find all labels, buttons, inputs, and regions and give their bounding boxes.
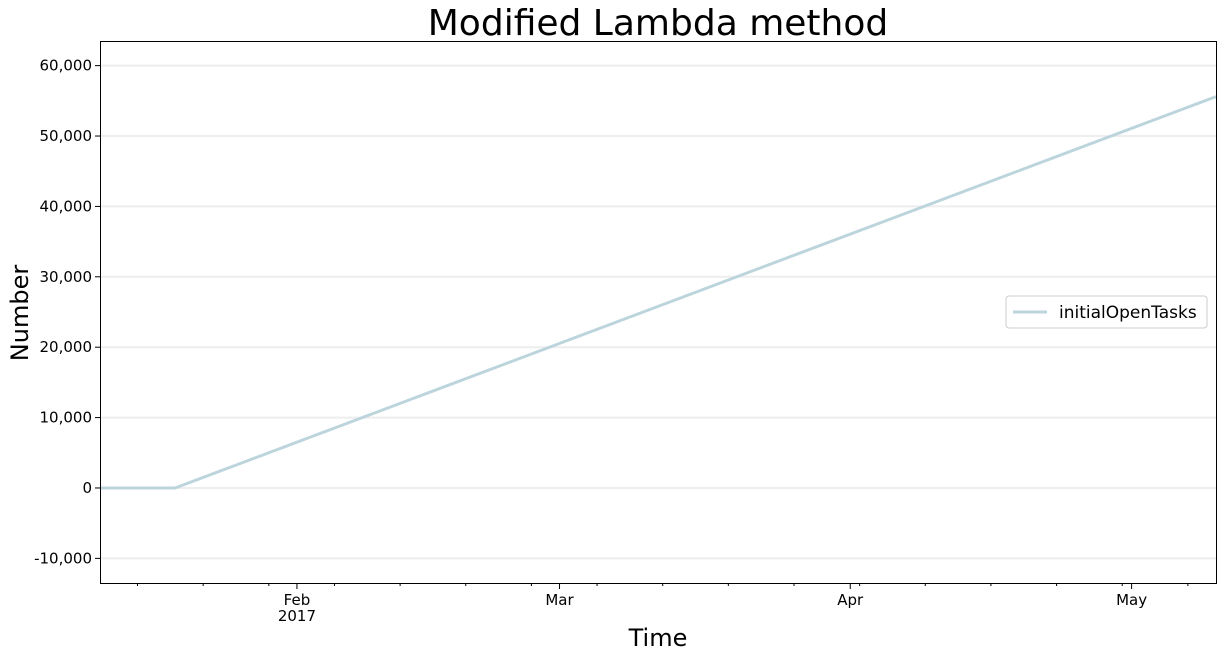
y-tick-label: -10,000 xyxy=(34,549,92,567)
x-tick-label: May xyxy=(1116,591,1147,609)
series-line-initialOpenTasks xyxy=(100,95,1217,490)
legend-label: initialOpenTasks xyxy=(1059,303,1197,323)
x-tick-label: Apr xyxy=(837,591,864,609)
y-tick-label: 30,000 xyxy=(40,268,93,286)
y-tick-label: 60,000 xyxy=(40,57,93,75)
series-lines xyxy=(100,95,1217,490)
x-tick-sublabel: 2017 xyxy=(278,607,316,625)
x-tick-label: Mar xyxy=(545,591,574,609)
chart-title: Modified Lambda method xyxy=(428,3,888,44)
y-tick-label: 0 xyxy=(82,479,92,497)
y-axis-label: Number xyxy=(6,265,34,362)
x-axis-label: Time xyxy=(628,624,688,652)
y-tick-label: 50,000 xyxy=(40,127,93,145)
x-tick-label: Feb xyxy=(284,591,311,609)
y-tick-label: 10,000 xyxy=(40,409,93,427)
legend-box xyxy=(1005,295,1208,329)
y-tick-label: 40,000 xyxy=(40,197,93,215)
y-axis: -10,000 0 10,000 20,000 30,000 40,000 50,000 60… xyxy=(34,57,100,567)
legend: initialOpenTasks xyxy=(1005,295,1208,329)
plot-frame xyxy=(100,41,1217,584)
grid-lines xyxy=(100,64,1216,560)
y-tick-label: 20,000 xyxy=(40,338,93,356)
